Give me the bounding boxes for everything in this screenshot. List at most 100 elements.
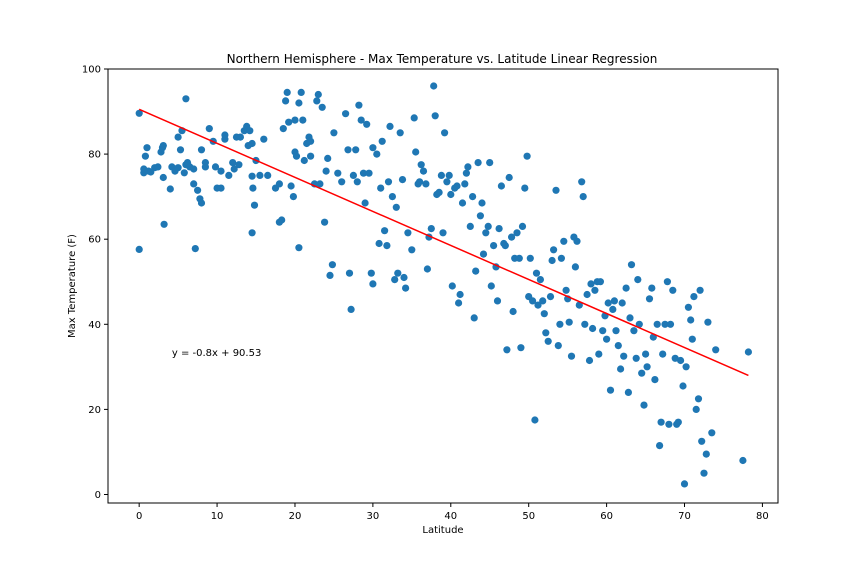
data-point — [278, 216, 286, 224]
data-point — [643, 363, 651, 371]
data-point — [635, 320, 643, 328]
data-point — [295, 99, 303, 107]
data-point — [334, 169, 342, 177]
data-point — [690, 293, 698, 301]
x-axis: 0 10 20 30 40 50 60 70 80 — [136, 503, 769, 522]
data-point — [443, 178, 451, 186]
x-tick-label: 40 — [444, 511, 457, 522]
data-point — [479, 250, 488, 258]
data-point — [606, 386, 615, 394]
data-point — [248, 229, 256, 237]
data-point — [453, 182, 461, 190]
data-point — [493, 297, 502, 305]
data-point — [659, 350, 667, 358]
data-point — [174, 133, 182, 141]
data-point — [217, 184, 225, 192]
data-point — [503, 346, 511, 354]
data-point — [135, 245, 143, 253]
data-point — [324, 154, 332, 162]
data-point — [143, 144, 151, 152]
data-point — [674, 418, 682, 426]
data-point — [353, 178, 361, 186]
data-point — [515, 254, 523, 262]
data-point — [455, 299, 463, 307]
data-point — [618, 299, 626, 307]
data-point — [248, 139, 256, 148]
data-point — [307, 137, 315, 145]
data-point — [404, 229, 412, 237]
data-point — [684, 303, 693, 311]
data-point — [423, 265, 431, 273]
data-point — [694, 395, 703, 403]
x-tick-label: 50 — [522, 511, 535, 522]
data-point — [437, 171, 445, 179]
data-point — [521, 184, 529, 192]
data-point — [573, 237, 581, 245]
data-point — [246, 127, 254, 135]
data-point — [285, 118, 293, 126]
data-point — [595, 350, 603, 358]
data-point — [412, 148, 420, 156]
data-point — [384, 178, 393, 186]
data-point — [470, 314, 478, 322]
data-point — [180, 169, 188, 177]
data-point — [739, 456, 747, 465]
data-point — [640, 401, 648, 409]
data-point — [349, 171, 357, 179]
data-point — [680, 480, 689, 488]
data-point — [321, 218, 329, 226]
data-point — [534, 301, 542, 309]
data-point — [487, 282, 495, 290]
data-point — [540, 310, 548, 318]
data-point — [708, 429, 716, 437]
data-point — [604, 299, 612, 307]
data-point — [289, 193, 297, 201]
data-point — [197, 146, 206, 154]
data-point — [256, 171, 264, 179]
chart-title: Northern Hemisphere - Max Temperature vs… — [227, 52, 658, 66]
data-point — [557, 254, 566, 262]
y-tick-label: 60 — [88, 235, 101, 246]
y-axis-label: Max Temperature (F) — [67, 234, 78, 338]
data-point — [696, 286, 704, 294]
data-point — [190, 180, 198, 188]
y-tick-label: 100 — [82, 65, 101, 76]
data-point — [548, 256, 556, 265]
data-point — [682, 363, 690, 371]
data-point — [375, 239, 383, 248]
data-point — [373, 150, 381, 158]
data-point — [626, 314, 634, 322]
data-point — [624, 388, 633, 396]
data-point — [383, 242, 391, 250]
x-axis-label: Latitude — [422, 525, 463, 536]
data-point — [297, 88, 305, 96]
data-point — [529, 297, 537, 305]
data-point — [482, 229, 490, 237]
data-point — [194, 186, 202, 194]
data-point — [556, 320, 564, 328]
data-point — [575, 301, 583, 309]
data-point — [291, 116, 299, 124]
data-point — [687, 316, 695, 324]
data-point — [596, 278, 605, 286]
data-point — [264, 171, 272, 179]
data-point — [190, 165, 198, 173]
data-point — [474, 159, 482, 167]
data-point — [394, 269, 402, 277]
data-point — [458, 199, 467, 207]
data-points — [135, 82, 753, 488]
data-point — [542, 329, 550, 337]
data-point — [182, 95, 190, 103]
data-point — [422, 180, 430, 188]
data-point — [386, 122, 394, 130]
data-point — [400, 273, 408, 282]
data-point — [599, 327, 607, 335]
data-point — [560, 237, 568, 245]
data-point — [416, 178, 424, 186]
data-point — [456, 290, 464, 299]
data-point — [679, 382, 687, 390]
data-point — [431, 112, 439, 120]
data-point — [609, 305, 617, 313]
data-point — [279, 125, 287, 133]
data-point — [634, 276, 642, 284]
